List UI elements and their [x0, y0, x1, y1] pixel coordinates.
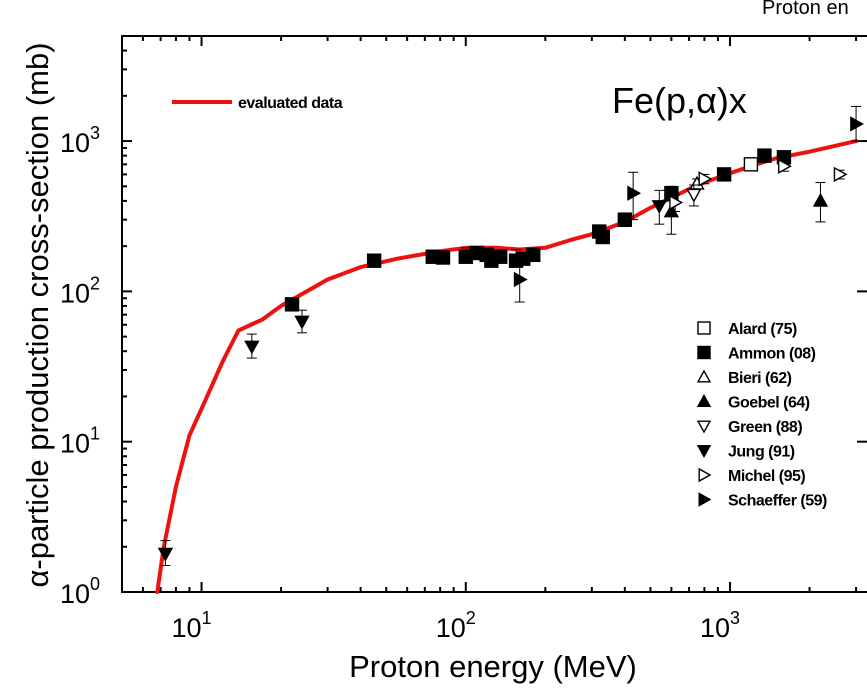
legend-curve-label: evaluated data: [238, 95, 343, 112]
legend-entry-label: Ammon (08): [728, 346, 816, 363]
legend-marker: [696, 394, 712, 407]
data-point: [513, 271, 528, 288]
series-michel-95: [669, 158, 848, 212]
data-point: [493, 249, 508, 264]
data-point: [812, 192, 829, 207]
data-point: [157, 547, 174, 562]
y-tick-label: 101: [60, 424, 100, 459]
data-point: [435, 250, 451, 265]
data-point: [698, 171, 713, 187]
data-point: [850, 116, 865, 132]
top-title: Proton en: [762, 0, 849, 19]
legend-marker: [698, 467, 712, 483]
data-point: [686, 188, 702, 203]
series-jung-91: [157, 189, 667, 567]
data-point: [743, 157, 759, 172]
legend-marker: [698, 492, 712, 507]
y-tick-label: 103: [60, 123, 100, 158]
data-point: [526, 247, 541, 263]
y-tick-label: 100: [60, 574, 100, 609]
data-point: [595, 229, 610, 245]
legend-entry-label: Alard (75): [728, 321, 797, 338]
x-tick-label: 101: [172, 608, 212, 643]
y-axis-title: α-particle production cross-section (mb): [20, 42, 55, 587]
data-point: [366, 253, 382, 268]
legend-marker: [697, 321, 711, 335]
series-ammon-08: [284, 148, 792, 312]
data-point: [757, 148, 772, 163]
data-point: [627, 185, 642, 201]
legend-marker: [696, 445, 712, 458]
series-schaeffer-59: [513, 105, 865, 303]
legend-marker: [697, 345, 711, 360]
data-points-layer: [157, 105, 865, 567]
data-point: [716, 167, 732, 182]
legend-entry-label: Jung (91): [728, 444, 795, 461]
data-point: [294, 315, 310, 330]
series-green-88: [686, 184, 702, 207]
x-tick-label: 102: [436, 608, 476, 643]
data-point: [663, 203, 680, 218]
legend-entry-label: Schaeffer (59): [728, 493, 827, 510]
legend-entry-label: Green (88): [728, 419, 802, 436]
reaction-annotation: Fe(p,α)x: [612, 80, 747, 121]
evaluated-curve-layer: [155, 139, 859, 594]
data-point: [284, 297, 300, 312]
x-axis-title: Proton energy (MeV): [349, 649, 637, 684]
data-point: [833, 166, 848, 183]
legend-entry-label: Goebel (64): [728, 395, 810, 412]
legend: evaluated data Alard (75) Ammon (08) Bieri …: [172, 95, 827, 510]
y-tick-label: 102: [60, 273, 100, 308]
data-point: [651, 200, 667, 214]
data-point: [244, 340, 260, 355]
legend-entry-label: Bieri (62): [728, 370, 792, 387]
data-point: [778, 158, 792, 174]
series-alard-75: [743, 157, 759, 172]
legend-entry-label: Michel (95): [728, 468, 805, 485]
legend-marker: [696, 420, 712, 434]
x-tick-label: 103: [700, 608, 740, 643]
legend-marker: [696, 369, 712, 383]
data-point: [669, 194, 684, 211]
evaluated-data-curve: [155, 139, 859, 594]
